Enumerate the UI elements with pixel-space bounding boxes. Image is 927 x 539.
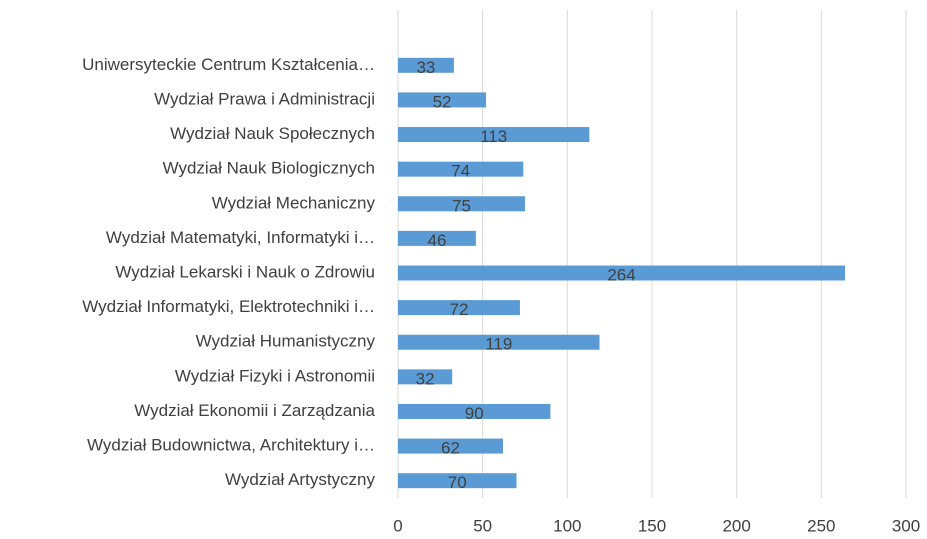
x-tick-label: 100 [553,516,581,535]
data-label: 70 [448,473,467,492]
bar [398,230,476,246]
x-tick-label: 300 [892,516,920,535]
x-tick-label: 50 [473,516,492,535]
y-tick-label: Wydział Nauk Biologicznych [163,159,375,178]
y-tick-label: Wydział Budownictwa, Architektury i… [87,436,375,455]
bar [398,438,503,454]
data-label: 113 [480,127,507,146]
y-tick-label: Wydział Humanistyczny [196,332,376,351]
bar [398,92,487,108]
data-label: 33 [416,58,435,77]
y-tick-label: Wydział Mechaniczny [212,193,376,212]
data-label: 46 [427,231,446,250]
y-tick-label: Wydział Prawa i Administracji [154,89,375,108]
bar [398,127,590,143]
x-tick-label: 0 [393,516,402,535]
data-label: 119 [485,335,512,354]
data-label: 72 [449,300,468,319]
data-label: 52 [433,92,452,111]
y-tick-label: Wydział Artystyczny [225,470,376,489]
data-label: 74 [451,162,470,181]
x-tick-label: 200 [722,516,750,535]
data-label: 264 [607,265,635,284]
y-tick-label: Wydział Lekarski i Nauk o Zdrowiu [115,262,375,281]
data-label: 32 [416,369,435,388]
y-tick-label: Wydział Ekonomii i Zarządzania [134,401,375,420]
y-tick-label: Wydział Nauk Społecznych [170,124,375,143]
y-tick-label: Wydział Informatyki, Elektrotechniki i… [82,297,375,316]
bar [398,57,454,73]
y-tick-label: Uniwersyteckie Centrum Kształcenia… [82,55,375,74]
bar [398,473,517,489]
bar [398,334,600,350]
bar [398,196,525,212]
bar [398,300,520,316]
bar [398,161,524,177]
x-tick-label: 150 [638,516,666,535]
data-label: 62 [441,439,460,458]
y-tick-label: Wydział Fizyki i Astronomii [175,366,375,385]
data-label: 75 [452,196,471,215]
data-label: 90 [465,404,484,423]
bar [398,265,846,281]
y-tick-label: Wydział Matematyki, Informatyki i… [106,228,375,247]
x-tick-label: 250 [807,516,835,535]
bar [398,369,453,385]
bar [398,403,551,419]
